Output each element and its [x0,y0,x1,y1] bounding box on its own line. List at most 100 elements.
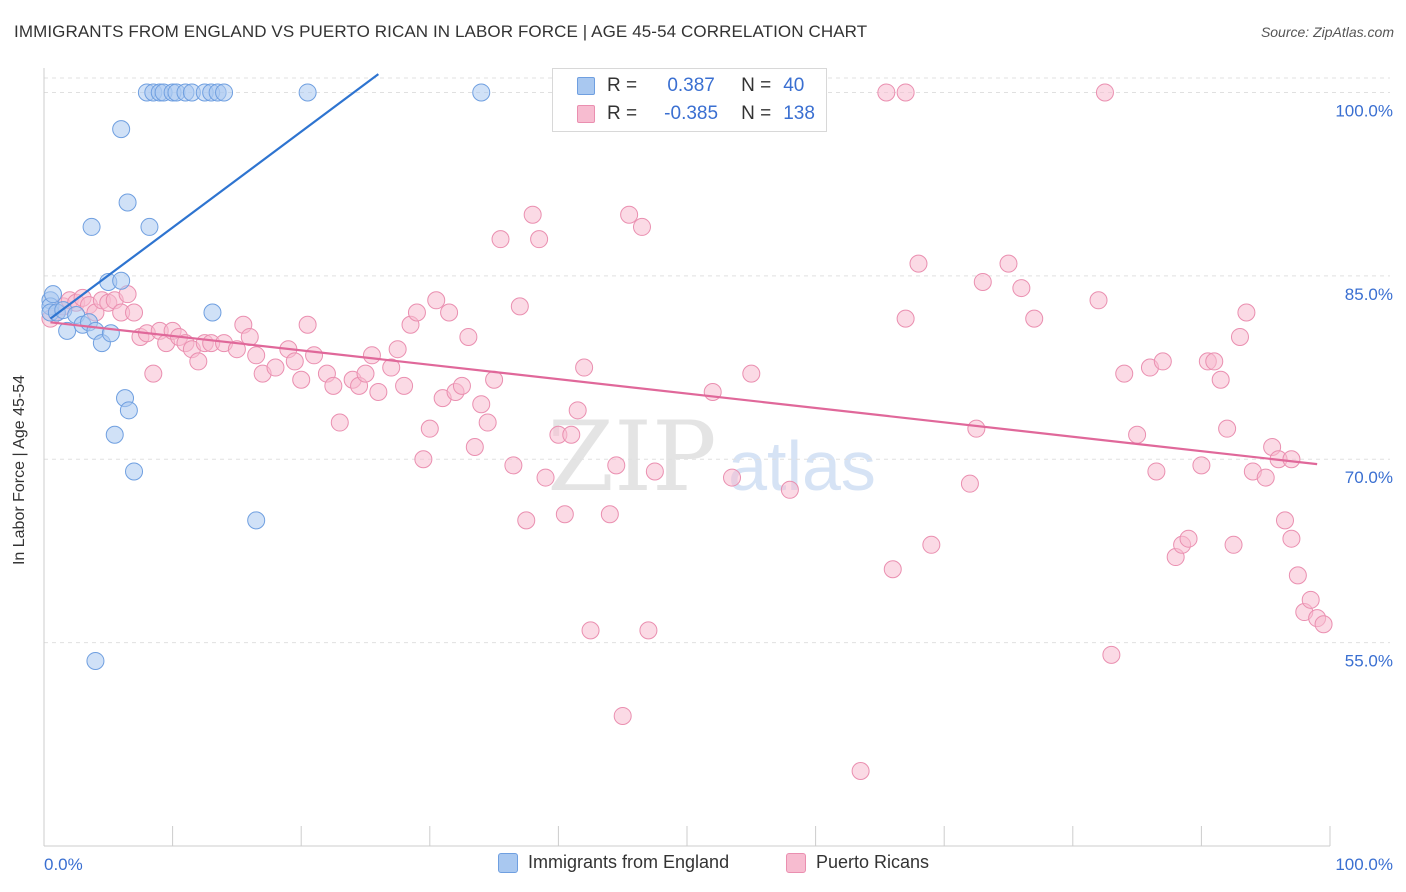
point-puerto-rican [504,456,523,475]
legend-r-label: R = [607,75,638,96]
point-puerto-rican [960,474,979,493]
point-puerto-rican [330,413,349,432]
point-puerto-rican [613,706,632,725]
point-puerto-rican [485,370,504,389]
point-puerto-rican [266,358,285,377]
point-england [472,83,491,102]
trendline-england [49,73,380,320]
legend-r-value: 0.387 [667,75,715,96]
point-puerto-rican [125,303,144,322]
point-england [58,321,77,340]
point-puerto-rican [877,83,896,102]
point-puerto-rican [1230,327,1249,346]
point-puerto-rican [896,309,915,328]
y-tick-label: 70.0% [1345,468,1393,487]
point-puerto-rican [369,382,388,401]
point-puerto-rican [973,272,992,291]
point-puerto-rican [607,456,626,475]
point-puerto-rican [472,395,491,414]
legend-r-label: R = [607,103,638,124]
point-puerto-rican [285,352,304,371]
point-puerto-rican [922,535,941,554]
point-puerto-rican [414,450,433,469]
point-england [82,217,101,236]
point-puerto-rican [523,205,542,224]
point-puerto-rican [1256,468,1275,487]
point-puerto-rican [575,358,594,377]
point-puerto-rican [356,364,375,383]
point-england [215,83,234,102]
point-puerto-rican [555,505,574,524]
trendline-puerto-ricans [50,321,1318,466]
point-puerto-rican [1153,352,1172,371]
point-puerto-rican [581,621,600,640]
point-puerto-rican [395,376,414,395]
point-puerto-rican [465,438,484,456]
point-puerto-rican [562,425,581,444]
point-puerto-rican [1288,566,1307,585]
point-england [112,271,131,290]
point-puerto-rican [324,376,343,395]
point-puerto-rican [362,346,381,365]
point-puerto-rican [1115,364,1134,383]
point-puerto-rican [1282,450,1301,469]
point-puerto-rican [1147,462,1166,481]
series-legend: Immigrants from England Puerto Ricans [0,852,1406,876]
point-puerto-rican [645,462,664,481]
legend-swatch-england [498,852,518,873]
point-england [125,462,144,481]
y-tick-label: 85.0% [1345,285,1393,304]
watermark-zip: ZIP [547,401,716,513]
point-puerto-rican [620,205,639,224]
point-puerto-rican [1275,511,1294,530]
point-puerto-rican [305,346,324,365]
point-puerto-rican [780,480,799,499]
y-tick-label: 100.0% [1335,101,1393,120]
point-puerto-rican [292,370,311,389]
point-england [140,217,159,236]
point-puerto-rican [1218,419,1237,438]
legend-item-england: Immigrants from England [498,852,729,873]
point-puerto-rican [1128,425,1147,444]
point-puerto-rican [189,352,208,371]
point-puerto-rican [568,401,587,420]
point-england [86,651,105,670]
point-puerto-rican [1314,615,1333,634]
point-england [105,425,124,444]
point-puerto-rican [510,297,529,316]
point-england [119,401,138,420]
point-puerto-rican [536,468,555,487]
point-puerto-rican [382,358,401,377]
point-puerto-rican [851,761,870,780]
point-puerto-rican [491,230,510,249]
point-puerto-rican [742,364,761,383]
point-puerto-rican [530,230,549,249]
point-puerto-rican [909,254,928,273]
point-puerto-rican [999,254,1018,273]
source-credit: Source: ZipAtlas.com [1260,24,1394,40]
legend-label-puerto-ricans: Puerto Ricans [816,852,930,872]
legend-item-puerto-ricans: Puerto Ricans [786,852,929,873]
point-england [203,303,222,322]
point-puerto-rican [1237,303,1256,322]
point-puerto-rican [1205,352,1224,371]
correlation-legend: R = 0.387 N = 40 R = -0.385 N = 138 [552,68,827,132]
legend-n-value: 138 [783,103,815,124]
watermark-atlas: atlas [728,427,876,505]
point-puerto-rican [407,303,426,322]
legend-swatch-puerto-ricans [577,105,595,123]
point-puerto-rican [420,419,439,438]
y-tick-label: 55.0% [1345,652,1393,671]
point-puerto-rican [639,621,658,640]
chart-title: IMMIGRANTS FROM ENGLAND VS PUERTO RICAN … [14,22,868,41]
point-puerto-rican [227,340,246,359]
point-puerto-rican [298,315,317,334]
point-puerto-rican [1301,590,1320,609]
point-puerto-rican [967,419,986,438]
point-england [298,83,317,102]
point-puerto-rican [896,83,915,102]
legend-label-england: Immigrants from England [528,852,730,872]
legend-r-value: -0.385 [664,103,719,124]
point-puerto-rican [478,413,497,432]
